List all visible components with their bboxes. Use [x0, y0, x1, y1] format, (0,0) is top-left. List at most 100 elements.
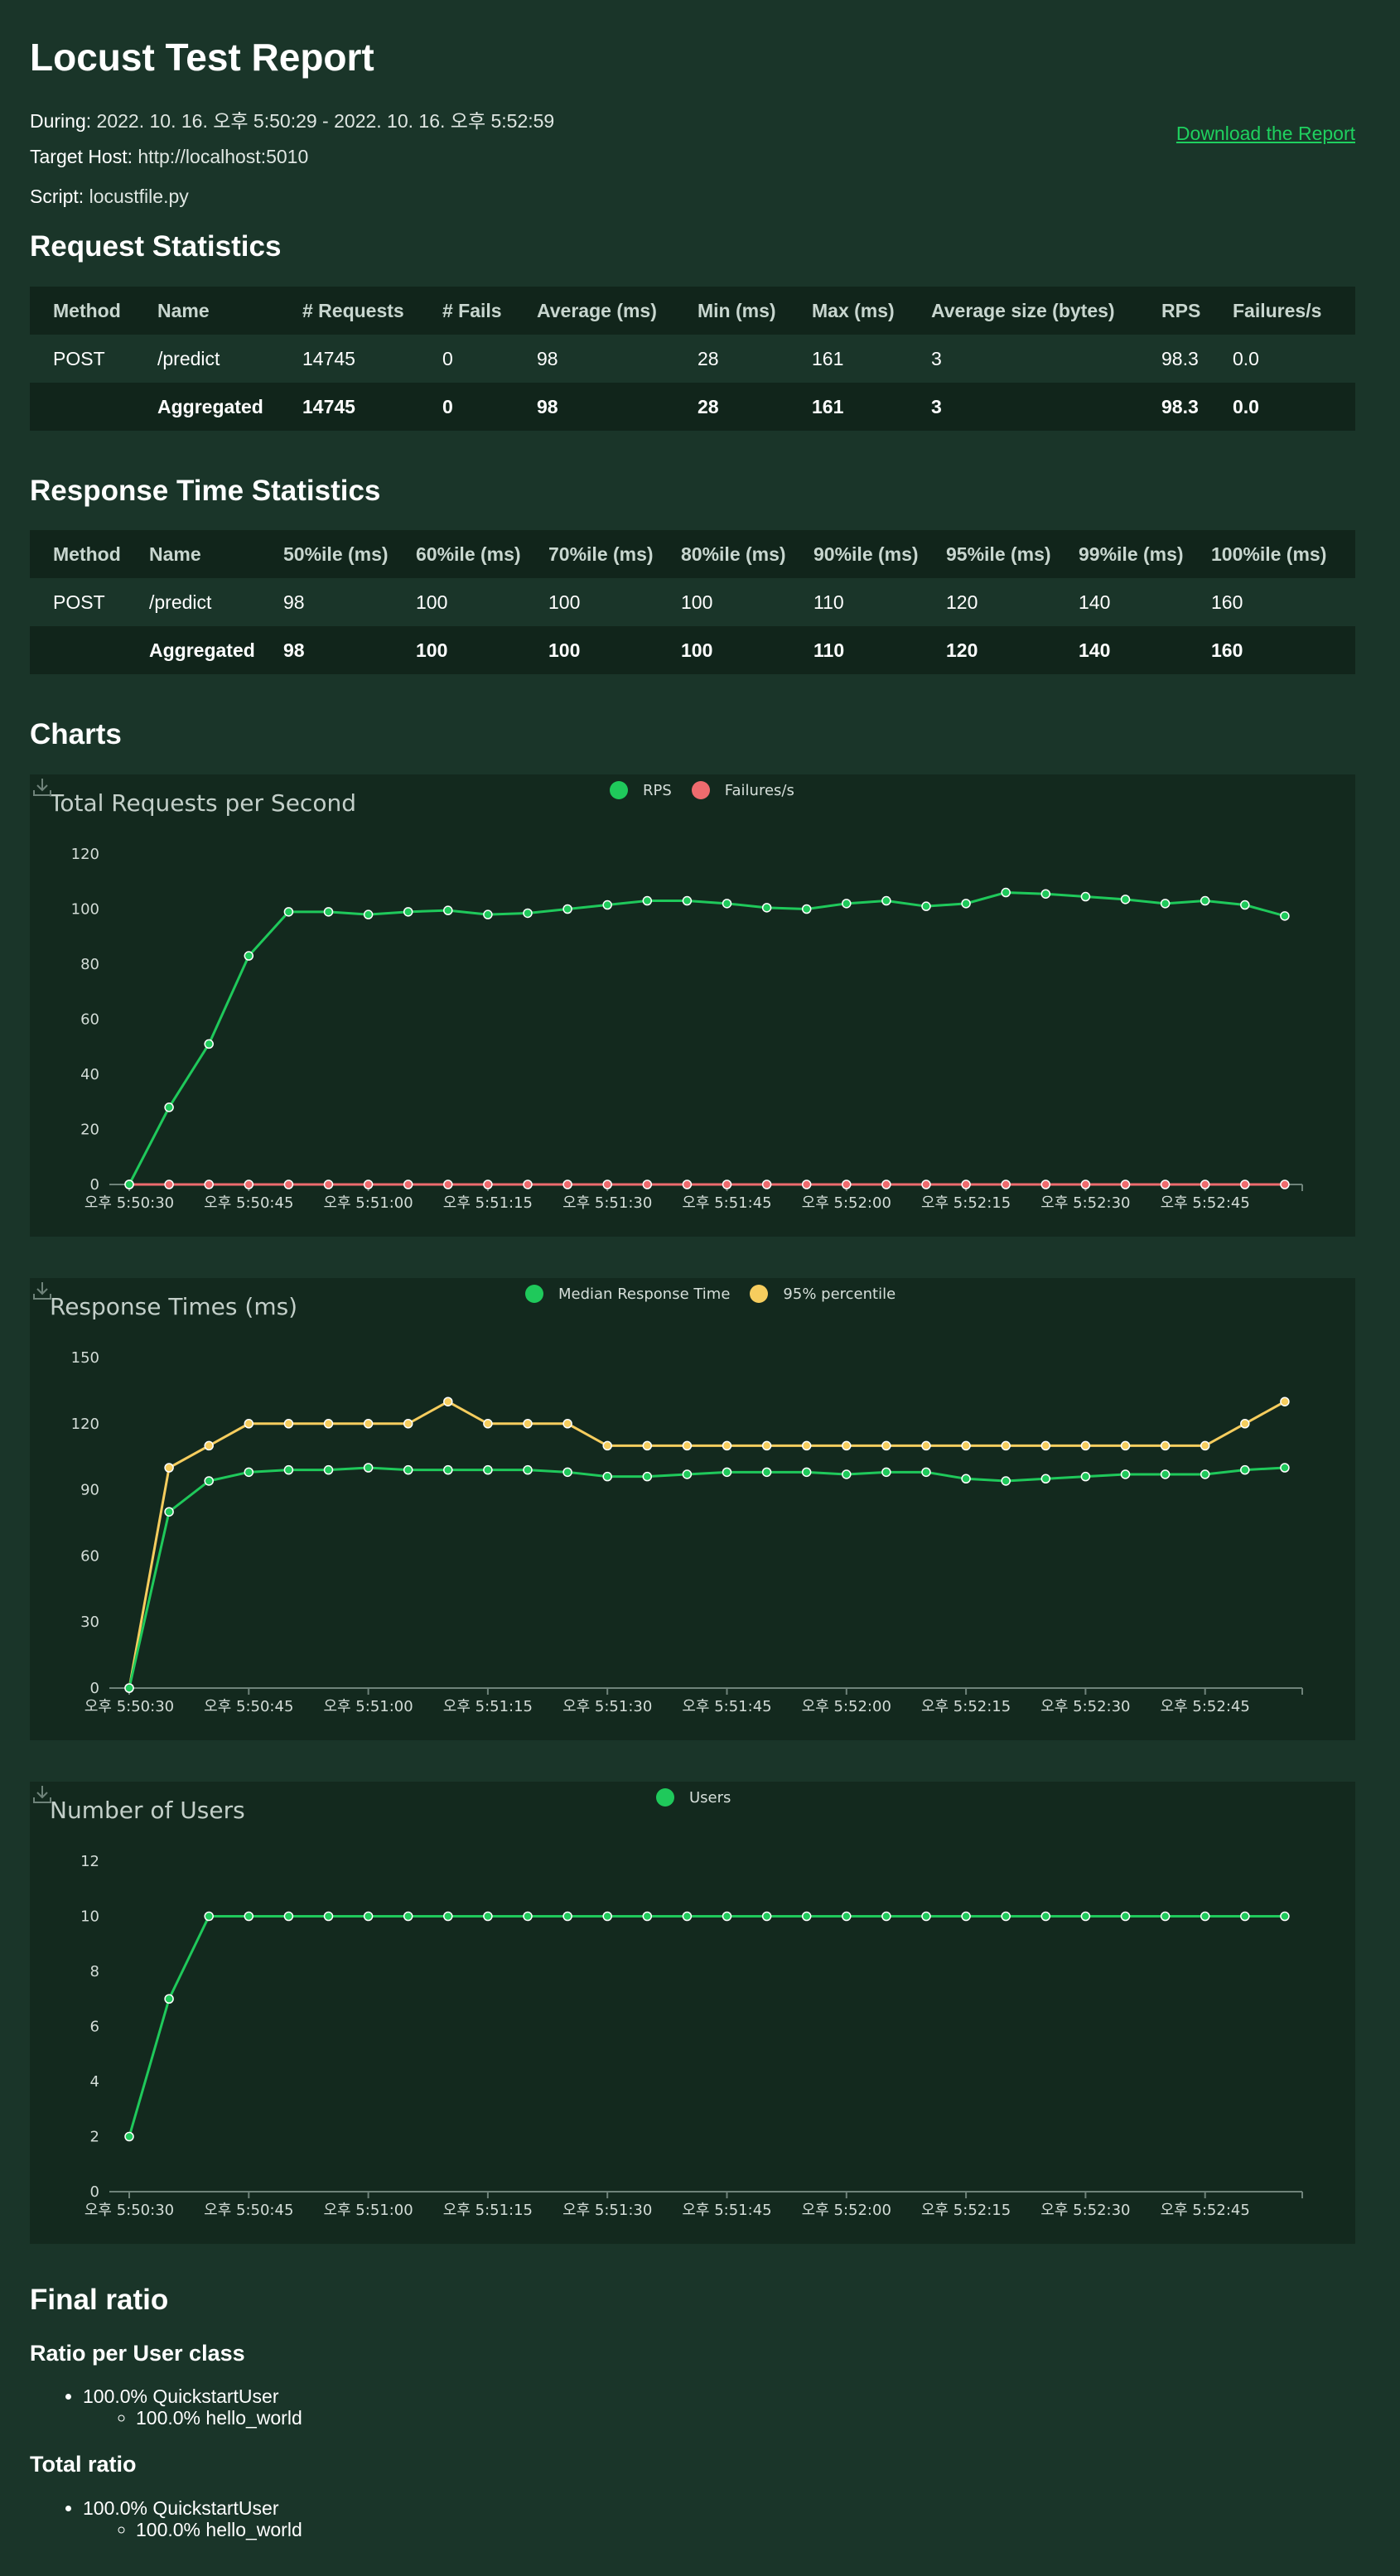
data-point[interactable]: [642, 895, 653, 906]
data-point[interactable]: [403, 1464, 413, 1475]
data-point[interactable]: [1120, 895, 1131, 904]
data-point[interactable]: [483, 1419, 493, 1429]
data-point[interactable]: [443, 1911, 453, 1922]
legend-label[interactable]: Users: [689, 1788, 731, 1807]
data-point[interactable]: [1040, 1440, 1051, 1451]
data-point[interactable]: [403, 1911, 413, 1922]
data-point[interactable]: [1240, 900, 1250, 910]
data-point[interactable]: [1040, 1911, 1051, 1922]
data-point[interactable]: [921, 1179, 931, 1189]
data-point[interactable]: [1200, 1469, 1210, 1479]
legend-dot-users[interactable]: [656, 1788, 674, 1807]
data-point[interactable]: [283, 1464, 294, 1475]
data-point[interactable]: [761, 1440, 772, 1451]
data-point[interactable]: [323, 1464, 334, 1475]
data-point[interactable]: [483, 909, 493, 919]
data-point[interactable]: [602, 1471, 612, 1482]
data-point[interactable]: [1160, 1911, 1171, 1922]
data-point[interactable]: [1160, 899, 1171, 909]
data-point[interactable]: [842, 899, 852, 909]
data-point[interactable]: [1280, 911, 1290, 921]
data-point[interactable]: [602, 900, 612, 910]
data-point[interactable]: [602, 1179, 612, 1189]
data-point[interactable]: [244, 1179, 254, 1189]
data-point[interactable]: [204, 1440, 214, 1451]
data-point[interactable]: [204, 1911, 214, 1922]
data-point[interactable]: [483, 1911, 493, 1922]
data-point[interactable]: [523, 1179, 533, 1189]
data-point[interactable]: [642, 1911, 653, 1922]
download-chart-icon[interactable]: [30, 774, 55, 799]
data-point[interactable]: [1160, 1469, 1171, 1479]
data-point[interactable]: [801, 904, 812, 914]
data-point[interactable]: [1200, 1179, 1210, 1189]
data-point[interactable]: [124, 1683, 134, 1693]
data-point[interactable]: [842, 1911, 852, 1922]
data-point[interactable]: [1200, 895, 1210, 906]
data-point[interactable]: [1001, 1179, 1011, 1189]
data-point[interactable]: [1040, 1179, 1051, 1189]
data-point[interactable]: [443, 1397, 453, 1406]
data-point[interactable]: [842, 1469, 852, 1479]
data-point[interactable]: [881, 1440, 891, 1451]
data-point[interactable]: [1240, 1911, 1250, 1922]
data-point[interactable]: [761, 1911, 772, 1922]
data-point[interactable]: [1080, 1179, 1091, 1189]
data-point[interactable]: [562, 1911, 572, 1922]
data-point[interactable]: [363, 909, 374, 919]
data-point[interactable]: [1120, 1469, 1131, 1479]
data-point[interactable]: [961, 1440, 971, 1451]
data-point[interactable]: [682, 1469, 693, 1479]
data-point[interactable]: [921, 1911, 931, 1922]
data-point[interactable]: [921, 1467, 931, 1478]
data-point[interactable]: [1040, 889, 1051, 899]
data-point[interactable]: [1120, 1440, 1131, 1451]
data-point[interactable]: [244, 951, 254, 961]
data-point[interactable]: [682, 1911, 693, 1922]
data-point[interactable]: [164, 1507, 174, 1517]
data-point[interactable]: [961, 1474, 971, 1484]
data-point[interactable]: [961, 1179, 971, 1189]
legend-dot-95-percentile[interactable]: [750, 1285, 769, 1303]
data-point[interactable]: [403, 907, 413, 917]
data-point[interactable]: [801, 1911, 812, 1922]
data-point[interactable]: [124, 2131, 134, 2142]
data-point[interactable]: [283, 1419, 294, 1429]
data-point[interactable]: [682, 1440, 693, 1451]
data-point[interactable]: [881, 1911, 891, 1922]
data-point[interactable]: [283, 1911, 294, 1922]
data-point[interactable]: [1001, 1476, 1011, 1486]
data-point[interactable]: [363, 1419, 374, 1429]
data-point[interactable]: [562, 1467, 572, 1478]
data-point[interactable]: [562, 1179, 572, 1189]
data-point[interactable]: [1001, 1440, 1011, 1451]
data-point[interactable]: [642, 1471, 653, 1482]
data-point[interactable]: [842, 1440, 852, 1451]
data-point[interactable]: [562, 1419, 572, 1429]
data-point[interactable]: [523, 1911, 533, 1922]
data-point[interactable]: [722, 1179, 732, 1189]
data-point[interactable]: [164, 1994, 174, 2004]
data-point[interactable]: [443, 1179, 453, 1189]
download-report-link[interactable]: Download the Report: [1176, 123, 1355, 144]
data-point[interactable]: [1280, 1911, 1290, 1922]
data-point[interactable]: [801, 1179, 812, 1189]
data-point[interactable]: [124, 1179, 134, 1189]
legend-label[interactable]: RPS: [643, 781, 672, 799]
data-point[interactable]: [1200, 1440, 1210, 1451]
legend-label[interactable]: Failures/s: [724, 781, 794, 799]
data-point[interactable]: [1080, 891, 1091, 902]
data-point[interactable]: [602, 1440, 612, 1451]
data-point[interactable]: [443, 905, 453, 915]
data-point[interactable]: [483, 1464, 493, 1475]
data-point[interactable]: [1080, 1471, 1091, 1482]
data-point[interactable]: [244, 1911, 254, 1922]
data-point[interactable]: [1040, 1474, 1051, 1484]
data-point[interactable]: [403, 1179, 413, 1189]
data-point[interactable]: [761, 903, 772, 913]
data-point[interactable]: [363, 1911, 374, 1922]
data-point[interactable]: [761, 1179, 772, 1189]
data-point[interactable]: [204, 1039, 214, 1049]
data-point[interactable]: [961, 899, 971, 909]
data-point[interactable]: [244, 1467, 254, 1478]
